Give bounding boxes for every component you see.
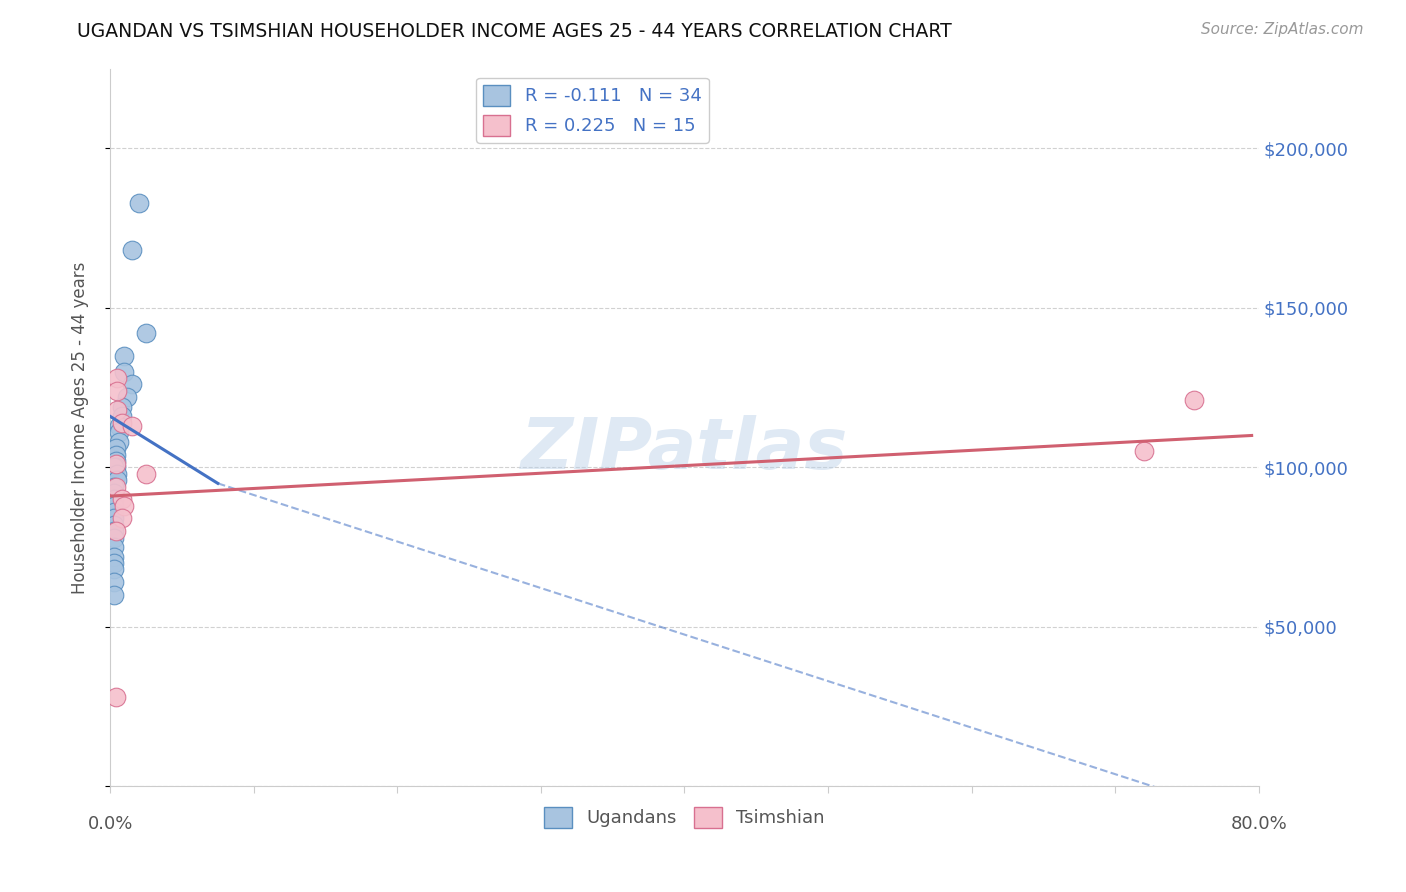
Text: Source: ZipAtlas.com: Source: ZipAtlas.com — [1201, 22, 1364, 37]
Point — [105, 467, 128, 481]
Point — [103, 540, 125, 554]
Text: UGANDAN VS TSIMSHIAN HOUSEHOLDER INCOME AGES 25 - 44 YEARS CORRELATION CHART: UGANDAN VS TSIMSHIAN HOUSEHOLDER INCOME … — [77, 22, 952, 41]
Point — [105, 371, 128, 385]
Point — [121, 418, 143, 433]
Legend: Ugandans, Tsimshian: Ugandans, Tsimshian — [537, 799, 832, 835]
Point — [107, 418, 129, 433]
Point — [110, 492, 132, 507]
Point — [121, 244, 143, 258]
Point — [103, 549, 125, 564]
Point — [103, 499, 125, 513]
Text: 0.0%: 0.0% — [87, 815, 132, 833]
Point — [110, 400, 132, 414]
Text: 80.0%: 80.0% — [1230, 815, 1288, 833]
Point — [114, 349, 136, 363]
Point — [105, 403, 128, 417]
Point — [104, 457, 127, 471]
Point — [114, 365, 136, 379]
Point — [110, 409, 132, 424]
Point — [114, 499, 136, 513]
Point — [104, 479, 127, 493]
Point — [107, 434, 129, 449]
Point — [104, 448, 127, 462]
Point — [128, 195, 150, 210]
Point — [103, 492, 125, 507]
Point — [105, 384, 128, 398]
Point — [103, 562, 125, 576]
Point — [104, 690, 127, 705]
Point — [103, 511, 125, 525]
Point — [107, 425, 129, 440]
Point — [104, 460, 127, 475]
Point — [103, 517, 125, 532]
Text: ZIPatlas: ZIPatlas — [520, 415, 848, 483]
Point — [1182, 393, 1205, 408]
Point — [103, 486, 125, 500]
Point — [105, 473, 128, 487]
Point — [103, 575, 125, 590]
Point — [135, 467, 157, 481]
Point — [104, 524, 127, 539]
Point — [103, 556, 125, 570]
Point — [110, 416, 132, 430]
Point — [103, 531, 125, 545]
Point — [103, 588, 125, 602]
Y-axis label: Householder Income Ages 25 - 44 years: Householder Income Ages 25 - 44 years — [72, 261, 89, 594]
Point — [110, 511, 132, 525]
Point — [104, 454, 127, 468]
Point — [117, 390, 139, 404]
Point — [103, 479, 125, 493]
Point — [103, 460, 125, 475]
Point — [103, 524, 125, 539]
Point — [121, 377, 143, 392]
Point — [103, 505, 125, 519]
Point — [135, 326, 157, 341]
Point — [104, 442, 127, 456]
Point — [1133, 444, 1156, 458]
